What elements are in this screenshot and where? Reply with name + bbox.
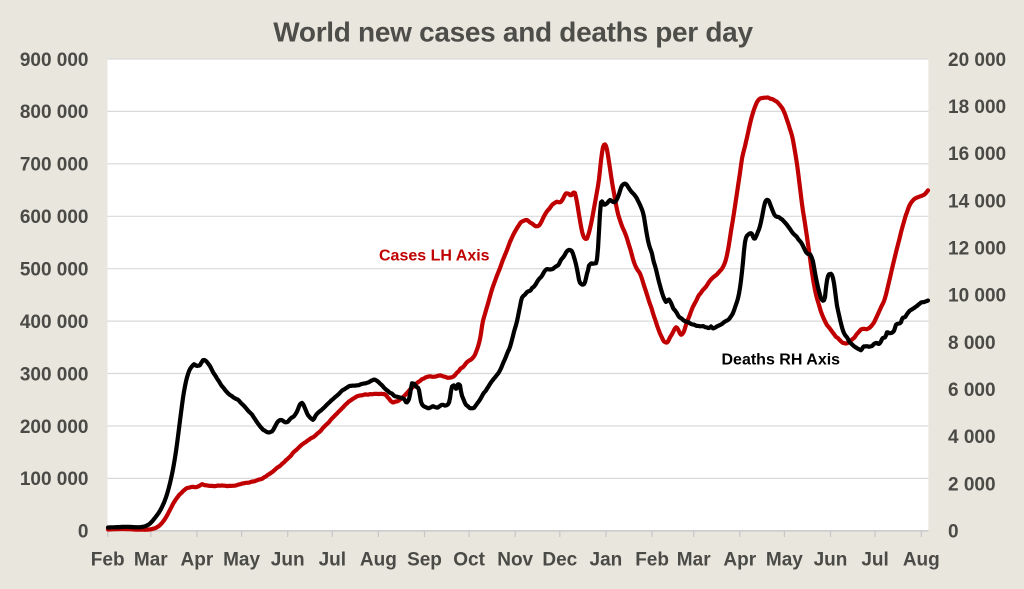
svg-text:Jun: Jun (814, 550, 848, 571)
svg-text:700 000: 700 000 (20, 155, 89, 176)
svg-text:Jul: Jul (861, 550, 888, 571)
svg-text:Oct: Oct (453, 550, 485, 571)
svg-text:400 000: 400 000 (20, 312, 89, 333)
svg-text:300 000: 300 000 (20, 364, 89, 385)
svg-text:Feb: Feb (635, 550, 669, 571)
svg-text:18 000: 18 000 (948, 97, 1006, 118)
svg-text:500 000: 500 000 (20, 260, 89, 281)
svg-text:10 000: 10 000 (948, 286, 1006, 307)
svg-text:Deaths RH Axis: Deaths RH Axis (722, 352, 841, 369)
svg-text:0: 0 (948, 522, 959, 543)
svg-text:100 000: 100 000 (20, 469, 89, 490)
svg-text:600 000: 600 000 (20, 207, 89, 228)
svg-text:Aug: Aug (903, 550, 940, 571)
svg-text:Nov: Nov (497, 550, 533, 571)
svg-text:4 000: 4 000 (948, 427, 996, 448)
svg-text:12 000: 12 000 (948, 239, 1006, 260)
svg-text:Aug: Aug (360, 550, 397, 571)
svg-text:Cases LH Axis: Cases LH Axis (379, 247, 490, 264)
svg-text:World new cases and deaths per: World new cases and deaths per day (273, 17, 753, 48)
svg-text:Mar: Mar (677, 550, 711, 571)
svg-text:900 000: 900 000 (20, 50, 89, 71)
svg-text:May: May (766, 550, 803, 571)
svg-text:Jun: Jun (271, 550, 305, 571)
svg-text:Jul: Jul (319, 550, 346, 571)
svg-text:May: May (223, 550, 260, 571)
svg-text:2 000: 2 000 (948, 474, 996, 495)
svg-text:16 000: 16 000 (948, 144, 1006, 165)
svg-text:0: 0 (78, 522, 89, 543)
svg-text:6 000: 6 000 (948, 380, 996, 401)
svg-text:Sep: Sep (407, 550, 442, 571)
svg-text:800 000: 800 000 (20, 102, 89, 123)
svg-text:200 000: 200 000 (20, 417, 89, 438)
svg-text:Apr: Apr (723, 550, 756, 571)
svg-text:Dec: Dec (542, 550, 577, 571)
svg-text:20 000: 20 000 (948, 50, 1006, 71)
svg-text:Jan: Jan (590, 550, 623, 571)
svg-text:14 000: 14 000 (948, 191, 1006, 212)
svg-text:8 000: 8 000 (948, 333, 996, 354)
svg-text:Apr: Apr (181, 550, 214, 571)
svg-text:Mar: Mar (134, 550, 168, 571)
svg-text:Feb: Feb (91, 550, 125, 571)
